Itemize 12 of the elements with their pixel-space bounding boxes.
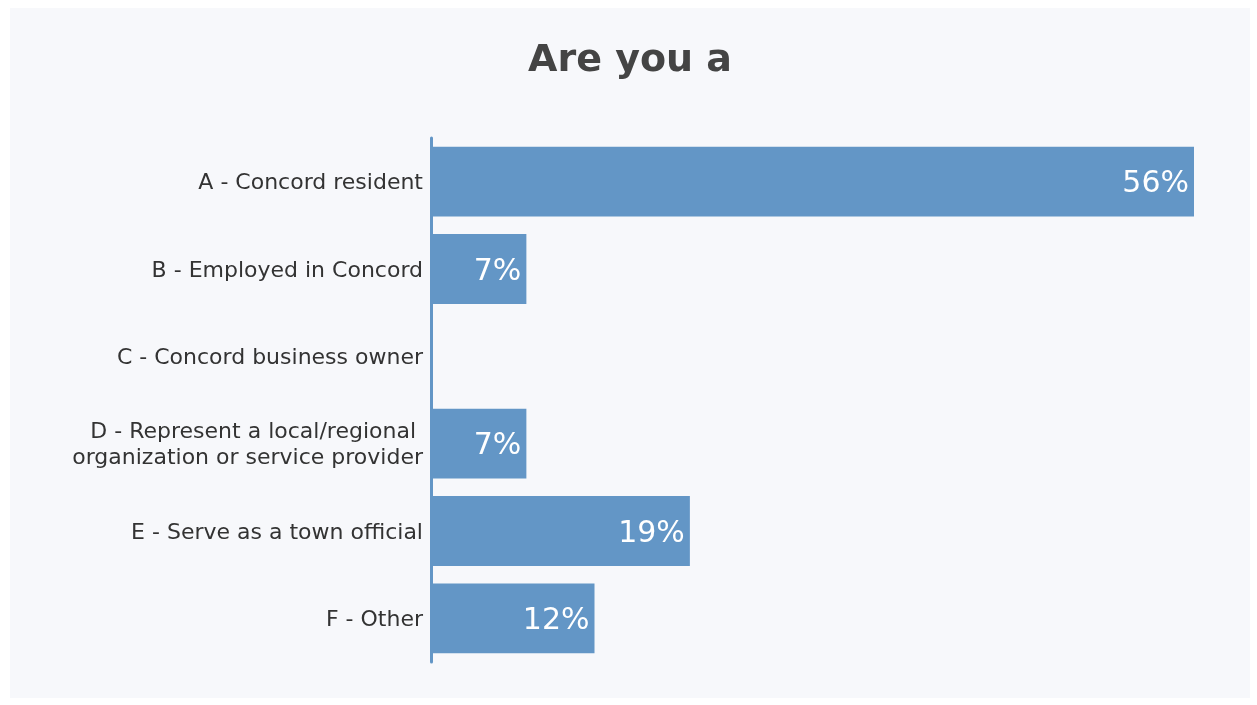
- y-tick-label: B - Employed in Concord: [151, 256, 423, 282]
- y-tick-label: D - Represent a local/regional organization or service provider: [72, 418, 424, 470]
- y-tick-label: E - Serve as a town official: [131, 518, 423, 544]
- data-label: 56%: [1122, 164, 1189, 200]
- y-tick-label: C - Concord business owner: [116, 343, 424, 369]
- data-label: 7%: [473, 251, 522, 287]
- y-tick-label: A - Concord resident: [198, 169, 424, 195]
- data-label: 19%: [618, 513, 685, 549]
- data-label: 12%: [522, 600, 590, 636]
- data-label: 7%: [473, 426, 522, 462]
- y-tick-label: F - Other: [325, 605, 424, 631]
- chart-title: Are you a: [528, 36, 732, 80]
